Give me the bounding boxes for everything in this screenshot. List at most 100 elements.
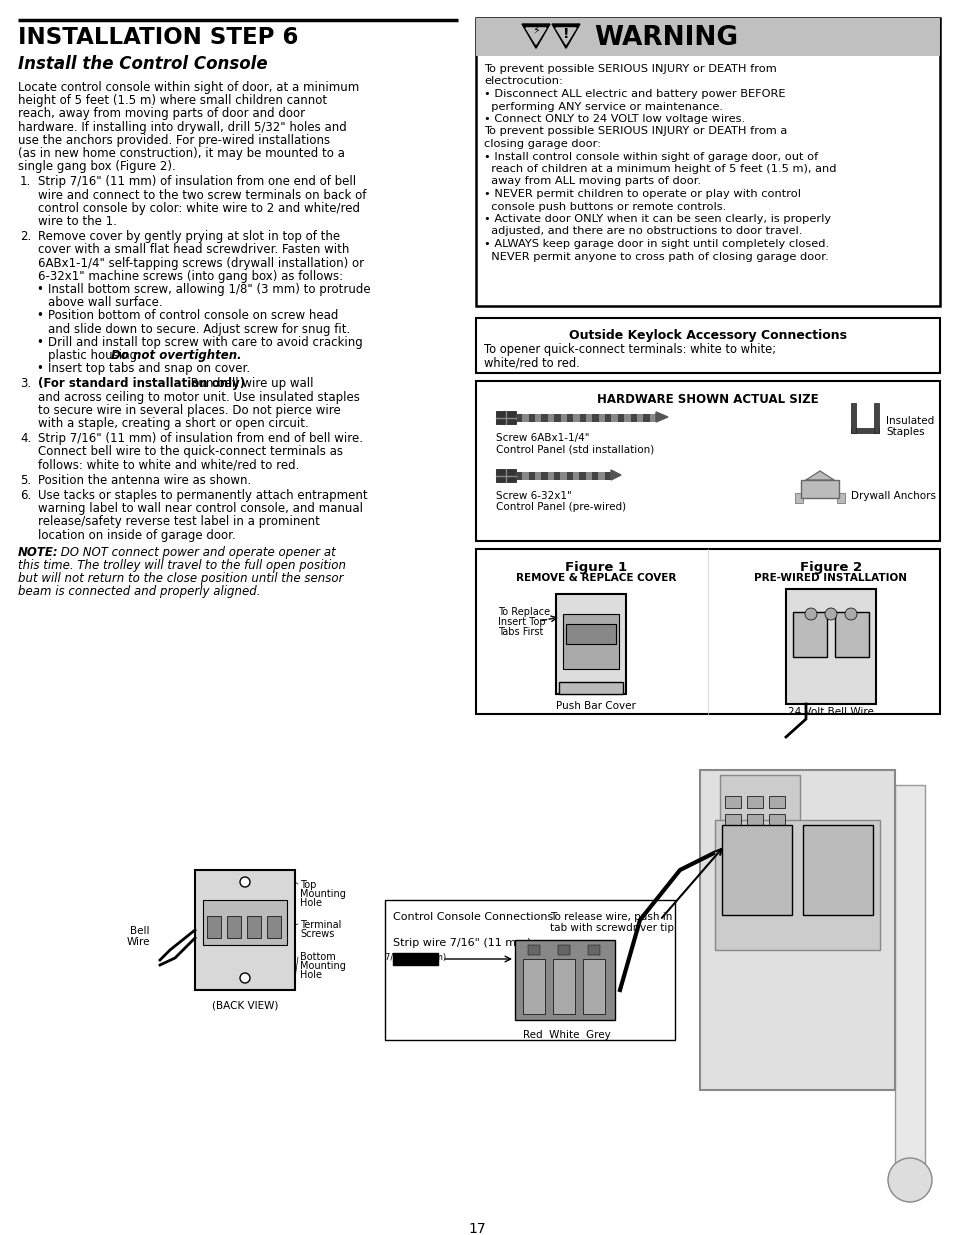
Text: 7/16" (11 mm): 7/16" (11 mm) bbox=[384, 953, 446, 962]
Bar bbox=[535, 414, 541, 422]
Text: Connect bell wire to the quick-connect terminals as: Connect bell wire to the quick-connect t… bbox=[38, 446, 343, 458]
Bar bbox=[700, 769, 894, 1091]
Bar bbox=[894, 785, 924, 1186]
Text: Insulated: Insulated bbox=[885, 416, 933, 426]
Text: but will not return to the close position until the sensor: but will not return to the close positio… bbox=[18, 572, 343, 585]
Bar bbox=[554, 472, 559, 480]
Text: wire to the 1.: wire to the 1. bbox=[38, 215, 117, 228]
Text: Push Bar Cover: Push Bar Cover bbox=[556, 701, 636, 711]
Bar bbox=[476, 382, 939, 541]
Bar bbox=[522, 414, 528, 422]
Bar bbox=[714, 820, 879, 950]
Text: Insert Top: Insert Top bbox=[497, 618, 545, 627]
Polygon shape bbox=[525, 28, 545, 44]
Text: electrocution:: electrocution: bbox=[483, 77, 562, 86]
Bar bbox=[850, 429, 878, 433]
Polygon shape bbox=[521, 23, 550, 48]
Bar bbox=[267, 916, 281, 939]
Text: • ALWAYS keep garage door in sight until completely closed.: • ALWAYS keep garage door in sight until… bbox=[483, 240, 828, 249]
Text: Mounting: Mounting bbox=[299, 961, 346, 971]
Text: 1.: 1. bbox=[20, 175, 31, 189]
Bar bbox=[203, 900, 287, 945]
Text: warning label to wall near control console, and manual: warning label to wall near control conso… bbox=[38, 503, 363, 515]
Text: • Activate door ONLY when it can be seen clearly, is properly: • Activate door ONLY when it can be seen… bbox=[483, 214, 830, 224]
Bar bbox=[560, 414, 566, 422]
Text: HARDWARE SHOWN ACTUAL SIZE: HARDWARE SHOWN ACTUAL SIZE bbox=[597, 393, 818, 406]
Bar bbox=[527, 945, 539, 955]
Text: reach, away from moving parts of door and door: reach, away from moving parts of door an… bbox=[18, 107, 305, 120]
Bar bbox=[724, 797, 740, 808]
Text: Position bottom of control console on screw head: Position bottom of control console on sc… bbox=[48, 310, 338, 322]
Bar bbox=[565, 624, 616, 643]
Text: Strip wire 7/16" (11 mm): Strip wire 7/16" (11 mm) bbox=[393, 939, 531, 948]
Text: Insert top tabs and snap on cover.: Insert top tabs and snap on cover. bbox=[48, 362, 250, 375]
Bar bbox=[528, 414, 535, 422]
Text: (For standard installation only): (For standard installation only) bbox=[38, 378, 245, 390]
Text: • NEVER permit children to operate or play with control: • NEVER permit children to operate or pl… bbox=[483, 189, 801, 199]
Bar bbox=[623, 414, 630, 422]
Bar bbox=[207, 916, 221, 939]
Text: 6ABx1-1/4" self-tapping screws (drywall installation) or: 6ABx1-1/4" self-tapping screws (drywall … bbox=[38, 257, 364, 269]
Text: follows: white to white and white/red to red.: follows: white to white and white/red to… bbox=[38, 458, 299, 472]
Polygon shape bbox=[656, 412, 667, 422]
Bar bbox=[746, 814, 762, 826]
Bar bbox=[579, 414, 585, 422]
Bar bbox=[785, 589, 875, 704]
Text: •: • bbox=[36, 362, 43, 375]
Text: Screw 6-32x1": Screw 6-32x1" bbox=[496, 492, 571, 501]
Bar bbox=[604, 472, 610, 480]
Polygon shape bbox=[610, 471, 620, 480]
Bar bbox=[496, 469, 516, 482]
Bar bbox=[746, 797, 762, 808]
Text: 4.: 4. bbox=[20, 432, 31, 445]
Text: closing garage door:: closing garage door: bbox=[483, 140, 600, 149]
Bar bbox=[516, 414, 522, 422]
Text: location on inside of garage door.: location on inside of garage door. bbox=[38, 529, 235, 542]
Bar bbox=[587, 945, 599, 955]
Text: and slide down to secure. Adjust screw for snug fit.: and slide down to secure. Adjust screw f… bbox=[48, 322, 350, 336]
Text: Figure 1: Figure 1 bbox=[564, 561, 626, 574]
Bar bbox=[792, 613, 826, 657]
Text: • Connect ONLY to 24 VOLT low voltage wires.: • Connect ONLY to 24 VOLT low voltage wi… bbox=[483, 114, 744, 124]
Bar bbox=[573, 472, 578, 480]
Text: reach of children at a minimum height of 5 feet (1.5 m), and: reach of children at a minimum height of… bbox=[483, 164, 836, 174]
Text: above wall surface.: above wall surface. bbox=[48, 296, 162, 309]
Bar bbox=[476, 550, 939, 714]
Bar bbox=[578, 472, 585, 480]
Text: and across ceiling to motor unit. Use insulated staples: and across ceiling to motor unit. Use in… bbox=[38, 390, 359, 404]
Bar bbox=[592, 472, 598, 480]
Bar bbox=[496, 411, 516, 424]
Bar bbox=[556, 594, 625, 694]
Text: Install the Control Console: Install the Control Console bbox=[18, 56, 268, 73]
Bar bbox=[540, 472, 547, 480]
Text: Strip 7/16" (11 mm) of insulation from end of bell wire.: Strip 7/16" (11 mm) of insulation from e… bbox=[38, 432, 363, 445]
Text: WARNING: WARNING bbox=[594, 25, 738, 51]
Bar bbox=[801, 480, 838, 498]
Bar bbox=[476, 317, 939, 373]
Bar bbox=[768, 814, 784, 826]
Text: (as in new home construction), it may be mounted to a: (as in new home construction), it may be… bbox=[18, 147, 345, 161]
Text: Red  White  Grey: Red White Grey bbox=[522, 1030, 610, 1040]
Text: Screw 6ABx1-1/4": Screw 6ABx1-1/4" bbox=[496, 433, 589, 443]
Text: To Replace: To Replace bbox=[497, 606, 550, 618]
Bar bbox=[642, 414, 649, 422]
Bar bbox=[721, 825, 791, 915]
Text: Use tacks or staples to permanently attach entrapment: Use tacks or staples to permanently atta… bbox=[38, 489, 367, 501]
Bar bbox=[724, 814, 740, 826]
Bar bbox=[566, 472, 573, 480]
Bar bbox=[541, 414, 547, 422]
Text: to secure wire in several places. Do not pierce wire: to secure wire in several places. Do not… bbox=[38, 404, 340, 416]
Text: !: ! bbox=[562, 27, 569, 41]
Text: NEVER permit anyone to cross path of closing garage door.: NEVER permit anyone to cross path of clo… bbox=[483, 252, 828, 262]
Bar bbox=[873, 403, 878, 433]
Text: Outside Keylock Accessory Connections: Outside Keylock Accessory Connections bbox=[568, 329, 846, 342]
Bar bbox=[768, 797, 784, 808]
Text: 5.: 5. bbox=[20, 474, 31, 487]
Text: Position the antenna wire as shown.: Position the antenna wire as shown. bbox=[38, 474, 251, 487]
Text: Control Panel (pre-wired): Control Panel (pre-wired) bbox=[496, 501, 625, 513]
Bar bbox=[515, 940, 615, 1020]
Circle shape bbox=[240, 973, 250, 983]
Text: Figure 2: Figure 2 bbox=[800, 561, 862, 574]
Text: Bottom: Bottom bbox=[299, 952, 335, 962]
Bar bbox=[227, 916, 241, 939]
